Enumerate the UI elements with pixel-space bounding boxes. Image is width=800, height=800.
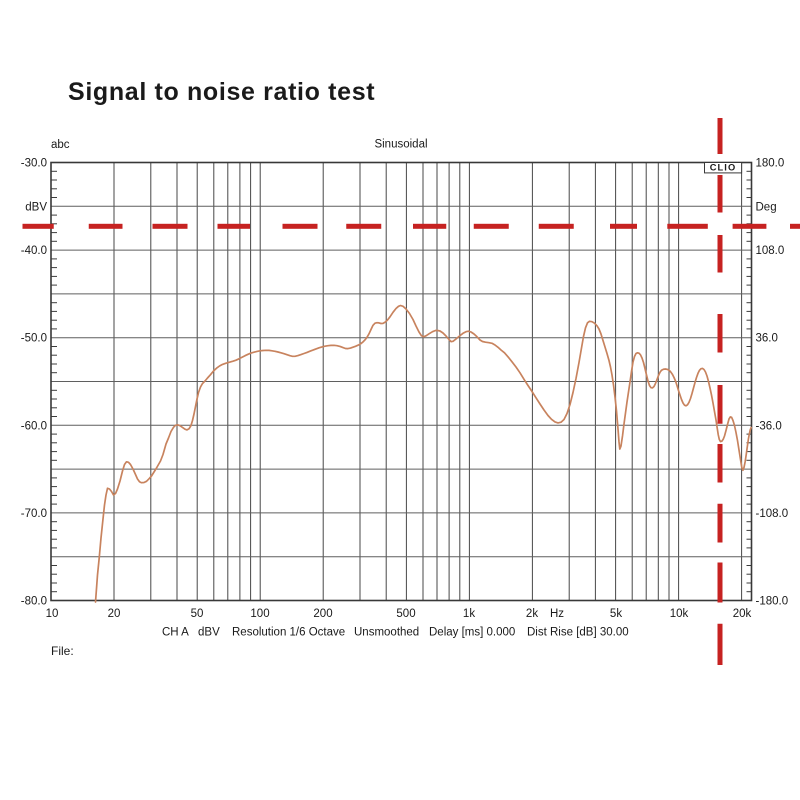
svg-text:10: 10 xyxy=(46,608,59,620)
svg-text:dBV: dBV xyxy=(25,201,47,213)
svg-text:10k: 10k xyxy=(670,608,689,620)
svg-text:Sinusoidal: Sinusoidal xyxy=(374,139,427,151)
svg-text:50: 50 xyxy=(191,608,204,620)
svg-text:-40.0: -40.0 xyxy=(21,245,47,257)
svg-text:-70.0: -70.0 xyxy=(21,508,47,520)
svg-text:5k: 5k xyxy=(610,608,622,620)
svg-text:CH A: CH A xyxy=(162,627,189,639)
svg-text:Dist Rise [dB] 30.00: Dist Rise [dB] 30.00 xyxy=(527,627,629,639)
svg-text:2k: 2k xyxy=(526,608,538,620)
svg-text:CLIO: CLIO xyxy=(710,163,737,173)
svg-text:20: 20 xyxy=(108,608,121,620)
svg-text:1k: 1k xyxy=(463,608,475,620)
svg-text:dBV: dBV xyxy=(198,627,220,639)
svg-text:-80.0: -80.0 xyxy=(21,596,47,608)
svg-text:108.0: 108.0 xyxy=(756,245,785,257)
svg-text:Resolution 1/6 Octave: Resolution 1/6 Octave xyxy=(232,627,345,639)
svg-text:Delay [ms] 0.000: Delay [ms] 0.000 xyxy=(429,627,515,639)
svg-text:-180.0: -180.0 xyxy=(756,596,789,608)
svg-text:-60.0: -60.0 xyxy=(21,420,47,432)
svg-text:200: 200 xyxy=(313,608,332,620)
svg-text:Deg: Deg xyxy=(756,201,777,213)
svg-text:Unsmoothed: Unsmoothed xyxy=(354,627,419,639)
svg-text:36.0: 36.0 xyxy=(756,333,778,345)
svg-text:Hz: Hz xyxy=(550,608,564,620)
svg-text:20k: 20k xyxy=(733,608,752,620)
svg-text:100: 100 xyxy=(250,608,269,620)
svg-text:-36.0: -36.0 xyxy=(756,420,782,432)
svg-text:File:: File: xyxy=(51,644,74,658)
svg-text:500: 500 xyxy=(396,608,415,620)
svg-text:-30.0: -30.0 xyxy=(21,158,47,170)
svg-text:-50.0: -50.0 xyxy=(21,333,47,345)
svg-text:Signal to noise ratio test: Signal to noise ratio test xyxy=(68,78,375,106)
svg-text:180.0: 180.0 xyxy=(756,158,785,170)
svg-text:-108.0: -108.0 xyxy=(756,508,789,520)
svg-text:abc: abc xyxy=(51,139,70,151)
